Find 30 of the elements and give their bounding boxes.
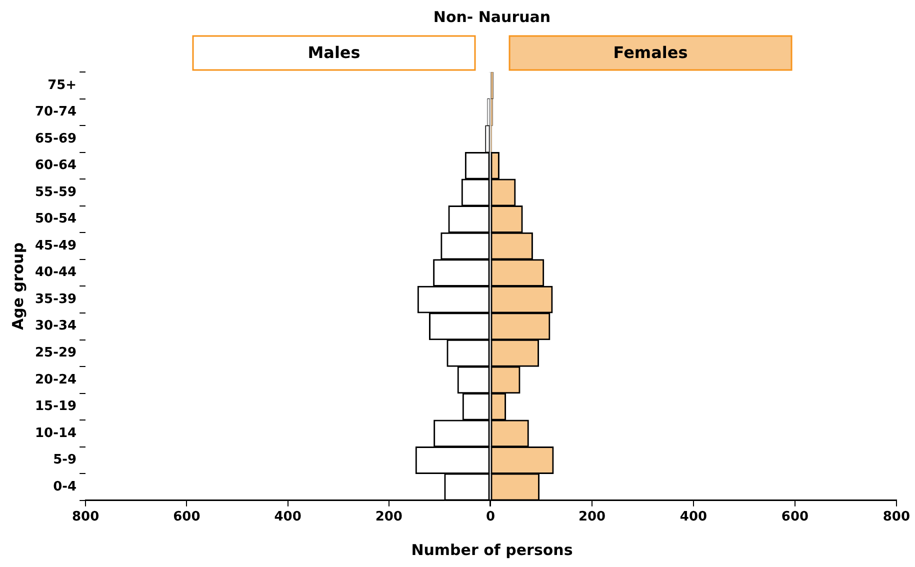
y-tick-label: 10-14 (35, 426, 77, 441)
text: Females (613, 43, 688, 62)
chart-title: Non- Nauruan (432, 8, 552, 26)
y-axis-title: Age group (8, 242, 27, 330)
x-tick-label: 800 (72, 510, 100, 525)
y-tick-label: 65-69 (35, 131, 77, 146)
y-tick-label: 20-24 (35, 372, 77, 388)
y-tick-label: 35-39 (35, 292, 77, 307)
x-tick-label: 600 (781, 510, 809, 525)
y-tick-label: 60-64 (35, 158, 77, 174)
y-tick-label: 0-4 (53, 479, 77, 494)
y-tick-label: 50-54 (35, 212, 77, 227)
x-tick-label: 400 (274, 510, 302, 525)
x-tick-label: 600 (173, 510, 200, 525)
x-axis-title: Number of persons (410, 541, 574, 559)
y-tick-label: 45-49 (35, 238, 77, 254)
y-tick-label: 40-44 (35, 265, 77, 280)
x-tick-label: 200 (375, 510, 402, 525)
y-tick-label: 15-19 (35, 399, 77, 414)
text: Males (308, 43, 360, 62)
y-tick-label: 70-74 (35, 104, 77, 120)
y-tick-label: 25-29 (35, 346, 77, 361)
y-tick-label: 30-34 (35, 318, 77, 334)
x-tick-label: 0 (486, 510, 496, 525)
x-tick-label: 800 (882, 510, 910, 525)
x-tick-label: 400 (680, 510, 708, 525)
x-tick-label: 200 (578, 510, 606, 525)
y-tick-label: 5-9 (53, 452, 77, 468)
y-tick-label: 75+ (48, 78, 77, 93)
y-tick-label: 55-59 (35, 184, 77, 200)
